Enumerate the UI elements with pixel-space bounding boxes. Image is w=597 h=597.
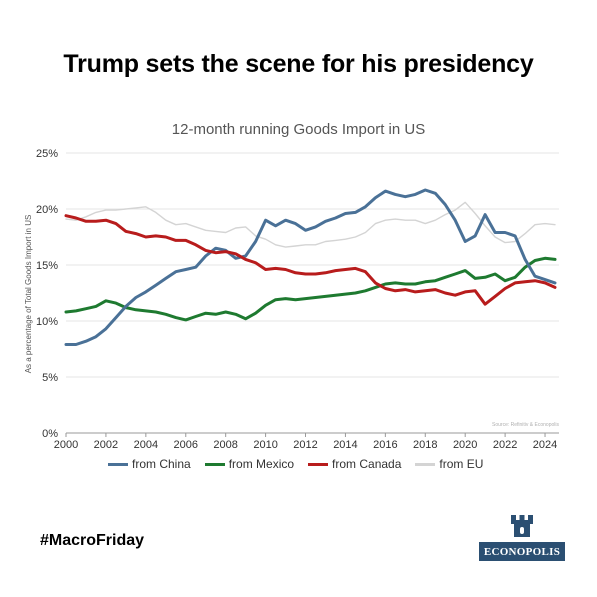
y-tick-label: 10% [36,316,58,328]
source-note: Source: Refinitiv & Econopolis [492,422,559,428]
legend-item: from China [108,457,191,471]
chart-title: 12-month running Goods Import in US [171,121,426,138]
legend-swatch [204,462,225,466]
series-lines [64,188,557,346]
x-tick-label: 2016 [373,439,397,451]
legend-label: from China [132,457,191,471]
legend-label: from EU [439,457,484,471]
x-tick-label: 2012 [293,439,317,451]
x-tick-label: 2018 [413,439,437,451]
legend-label: from Canada [332,457,402,471]
x-tick-label: 2000 [54,439,78,451]
hashtag: #MacroFriday [40,532,145,549]
y-axis-label: As a percentage of Total Goods Import in… [24,215,33,374]
x-tick-label: 2006 [174,439,198,451]
x-tick-label: 2008 [213,439,237,451]
legend-label: from Mexico [228,457,295,471]
series-line-from-china [64,188,557,346]
legend-item: from Mexico [204,457,295,471]
y-tick-label: 20% [36,204,58,216]
x-tick-label: 2020 [453,439,477,451]
x-axis-ticks: 2000 2002 2004 2006 2008 2010 2012 2014 2016 2018… [54,433,557,451]
legend-item: from Canada [308,457,401,471]
castle-tower-icon [511,515,533,537]
x-tick-label: 2022 [493,439,517,451]
x-tick-label: 2002 [94,439,118,451]
x-tick-label: 2004 [134,439,158,451]
legend-item: from EU [415,457,483,471]
legend-swatch [415,462,436,466]
series-line-from-eu [65,201,556,248]
series-line-from-mexico [64,256,557,322]
series-line-from-canada [64,214,557,306]
logo-wordmark: ECONOPOLIS [479,542,565,561]
gridlines [66,152,559,434]
y-axis-ticks: 0% 5% 10% 15% 20% 25% [36,148,58,440]
x-tick-label: 2024 [533,439,557,451]
legend-swatch [308,462,329,466]
y-tick-label: 15% [36,260,58,272]
headline: Trump sets the scene for his presidency [63,50,534,78]
y-tick-label: 0% [42,428,58,440]
legend-swatch [108,462,128,466]
x-tick-label: 2010 [253,439,277,451]
x-tick-label: 2014 [333,439,357,451]
y-tick-label: 5% [42,372,58,384]
y-tick-label: 25% [36,148,58,160]
econopolis-logo: ECONOPOLIS [479,515,565,561]
legend: from China from Mexico from Canada from EU [108,457,483,471]
